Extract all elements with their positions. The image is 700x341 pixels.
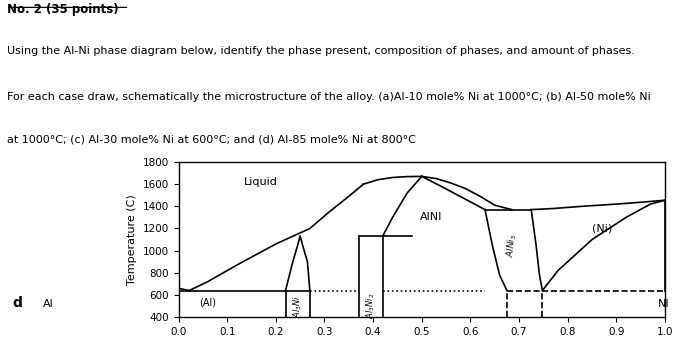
- Text: NI: NI: [658, 299, 670, 309]
- Text: $Al_3Ni_2$: $Al_3Ni_2$: [365, 293, 377, 319]
- Text: (Ni): (Ni): [592, 223, 612, 234]
- Text: Using the Al-Ni phase diagram below, identify the phase present, composition of : Using the Al-Ni phase diagram below, ide…: [7, 46, 635, 56]
- Text: Liquid: Liquid: [244, 177, 278, 187]
- Text: $Al_3Ni$: $Al_3Ni$: [291, 295, 304, 317]
- Text: No. 2 (35 points): No. 2 (35 points): [7, 3, 118, 16]
- Y-axis label: Temperature (C): Temperature (C): [127, 194, 137, 285]
- Text: AlNI: AlNI: [420, 212, 442, 222]
- Text: d: d: [13, 296, 22, 310]
- Text: Al: Al: [43, 299, 54, 309]
- Text: (Al): (Al): [199, 298, 216, 308]
- Text: For each case draw, schematically the microstructure of the alloy. (a)Al-10 mole: For each case draw, schematically the mi…: [7, 92, 651, 102]
- Text: at 1000°C; (c) Al-30 mole% Ni at 600°C; and (d) Al-85 mole% Ni at 800°C: at 1000°C; (c) Al-30 mole% Ni at 600°C; …: [7, 134, 416, 144]
- Text: $AlNi_3$: $AlNi_3$: [505, 233, 519, 257]
